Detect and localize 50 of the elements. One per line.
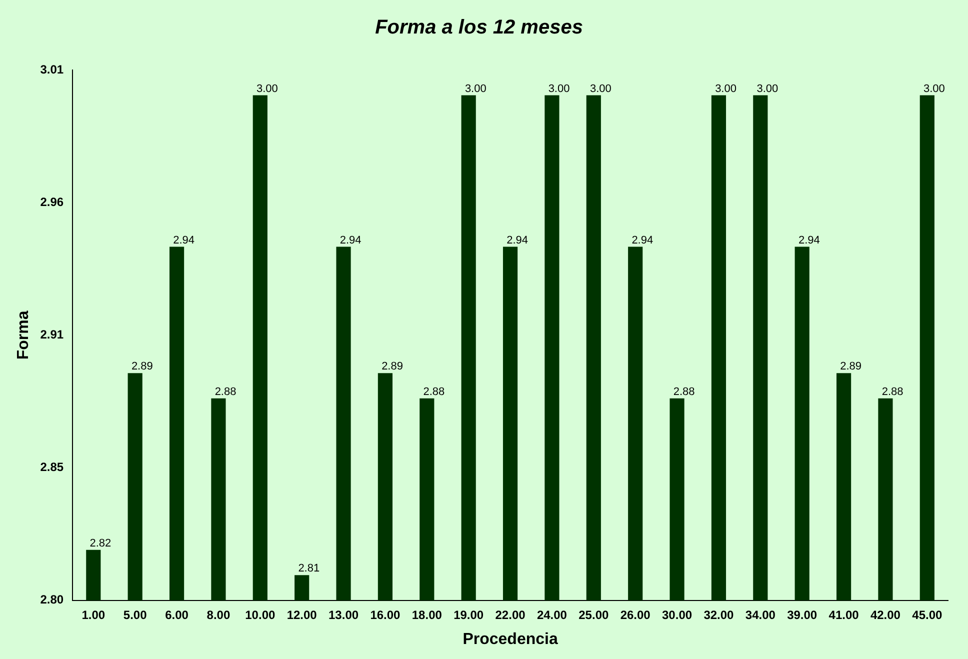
x-tick-label: 41.00 [828, 608, 860, 622]
x-tick-label: 12.00 [286, 608, 318, 622]
data-label: 3.00 [715, 82, 736, 95]
x-axis-title: Procedencia [462, 630, 558, 648]
data-label: 3.00 [924, 82, 945, 95]
y-tick-label: 2.96 [40, 194, 64, 209]
y-tick-label: 3.01 [40, 62, 64, 76]
data-label: 2.94 [173, 234, 195, 246]
data-label: 2.88 [214, 386, 236, 398]
x-tick-label: 18.00 [412, 608, 442, 622]
chart-title: Forma a los 12 meses [375, 16, 583, 39]
x-tick-label: 34.00 [745, 608, 776, 622]
x-tick-label: 30.00 [662, 608, 692, 622]
data-label: 3.00 [464, 82, 486, 95]
x-tick-label: 45.00 [912, 608, 942, 622]
x-tick-label: 16.00 [370, 608, 401, 622]
data-label: 2.94 [506, 234, 528, 246]
x-tick-label: 42.00 [870, 608, 901, 622]
y-axis-title: Forma [15, 310, 32, 360]
x-tick-label: 26.00 [620, 608, 651, 622]
data-label: 2.89 [131, 360, 153, 373]
x-tick-label: 13.00 [328, 608, 359, 622]
x-tick-label: 5.00 [123, 608, 148, 622]
x-tick-label: 24.00 [536, 608, 568, 622]
data-label: 2.94 [632, 234, 654, 246]
x-tick-label: 1.00 [82, 608, 106, 622]
data-label: 2.82 [90, 537, 112, 550]
data-label: 2.94 [798, 234, 820, 246]
x-tick-label: 32.00 [704, 608, 734, 622]
x-tick-label: 22.00 [495, 608, 526, 622]
data-label: 2.89 [840, 360, 862, 373]
x-tick-label: 8.00 [206, 608, 230, 622]
data-label: 2.89 [382, 360, 403, 373]
y-tick-label: 2.91 [40, 328, 64, 342]
x-tick-label: 19.00 [454, 608, 484, 622]
x-tick-label: 6.00 [165, 608, 189, 622]
data-label: 3.00 [548, 82, 570, 95]
data-label: 3.00 [256, 82, 278, 95]
data-label: 2.94 [340, 234, 362, 246]
data-label: 2.88 [673, 386, 695, 398]
data-label: 2.88 [423, 386, 445, 398]
x-tick-label: 39.00 [787, 608, 818, 622]
x-tick-label: 25.00 [578, 608, 609, 622]
x-tick-label: 10.00 [245, 608, 276, 622]
data-label: 3.00 [756, 82, 778, 95]
y-tick-label: 2.85 [40, 460, 64, 474]
data-label: 3.00 [590, 82, 612, 95]
y-tick-label: 2.80 [40, 592, 64, 607]
data-label: 2.88 [882, 386, 904, 398]
data-label: 2.81 [298, 562, 320, 575]
